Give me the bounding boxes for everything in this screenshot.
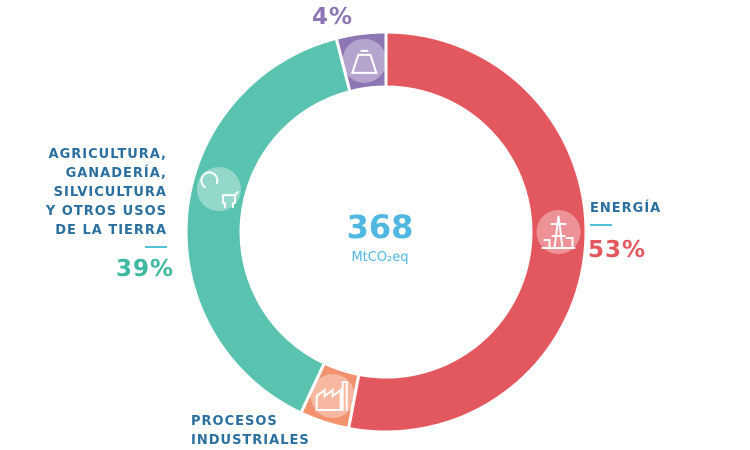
waste-percent: 4% xyxy=(312,4,354,30)
agriculture-label-line: AGRICULTURA, xyxy=(48,147,167,162)
agriculture-label-line: DE LA TIERRA xyxy=(55,223,167,238)
oil-tower-icon xyxy=(536,210,581,254)
donut-slices xyxy=(184,30,588,434)
energy-label: ENERGÍA xyxy=(590,199,661,226)
agriculture-label-line: SILVICULTURA xyxy=(53,185,167,200)
donut-slice xyxy=(184,36,352,415)
agriculture-percent: 39% xyxy=(115,256,174,282)
energy-divider xyxy=(590,224,612,226)
agriculture-label: AGRICULTURA, GANADERÍA, SILVICULTURA Y O… xyxy=(46,145,167,248)
industrial-processes-label-line: PROCESOS xyxy=(191,414,278,429)
donut-slice xyxy=(334,30,388,94)
cow-tree-icon xyxy=(196,167,241,212)
factory-icon xyxy=(310,374,355,419)
center-total-unit: MtCO₂eq xyxy=(351,250,409,265)
energy-percent: 53% xyxy=(588,237,647,263)
waste-bag-icon xyxy=(342,38,387,83)
energy-label-text: ENERGÍA xyxy=(590,201,662,216)
agriculture-label-line: Y OTROS USOS xyxy=(45,204,167,219)
donut-chart xyxy=(184,30,588,434)
industrial-processes-label: PROCESOS INDUSTRIALES xyxy=(191,412,310,450)
agriculture-label-line: GANADERÍA, xyxy=(65,166,167,181)
slice-icons xyxy=(196,38,581,419)
industrial-processes-label-line: INDUSTRIALES xyxy=(191,433,310,448)
center-total-value: 368 xyxy=(346,208,414,246)
donut-slice xyxy=(346,30,588,434)
agriculture-divider xyxy=(145,246,167,248)
